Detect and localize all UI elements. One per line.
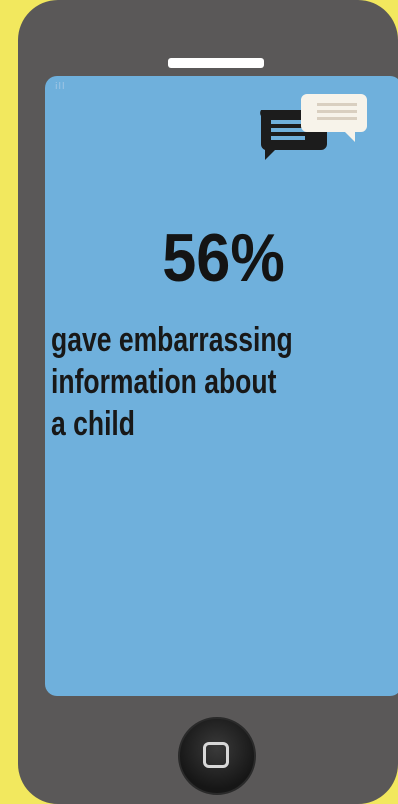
stat-line-1: gave embarrassing	[51, 321, 293, 359]
home-square-icon	[203, 742, 229, 768]
stat-line-2: information about	[51, 363, 277, 401]
stat-percentage: 56%	[162, 220, 285, 296]
home-button[interactable]	[178, 717, 256, 795]
speaker-slot	[168, 58, 264, 68]
phone-body: ill 56% gave embarrassing information ab…	[18, 0, 398, 804]
phone-screen: ill 56% gave embarrassing information ab…	[45, 76, 398, 696]
stat-description: gave embarrassing information about a ch…	[51, 319, 394, 445]
stat-line-3: a child	[51, 405, 136, 443]
chat-bubbles-icon	[260, 94, 367, 160]
signal-indicator: ill	[55, 82, 66, 92]
